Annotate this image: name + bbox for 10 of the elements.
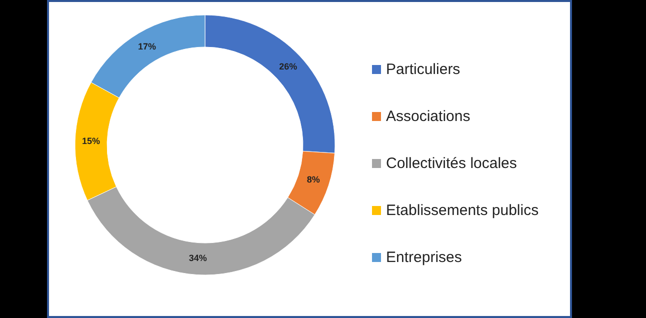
data-label: 17% <box>138 41 156 52</box>
data-label: 8% <box>306 174 320 185</box>
legend-label: Collectivités locales <box>386 154 517 172</box>
legend-label: Etablissements publics <box>386 202 539 219</box>
legend-label: Particuliers <box>386 60 460 78</box>
data-label: 26% <box>279 61 298 72</box>
data-label: 15% <box>82 136 100 146</box>
legend-label: Entreprises <box>386 248 462 266</box>
data-label: 34% <box>188 253 207 264</box>
legend-label: Associations <box>386 108 470 125</box>
